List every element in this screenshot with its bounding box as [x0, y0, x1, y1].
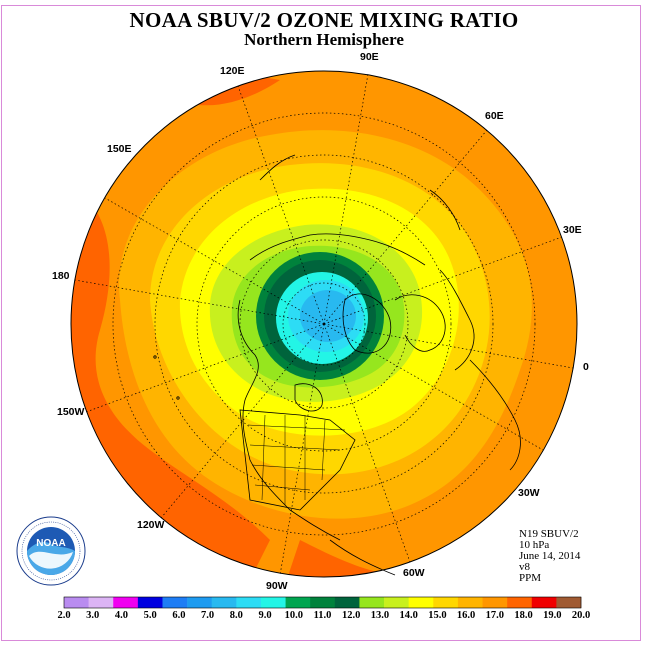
latitude-lines — [112, 112, 536, 536]
colorbar-tick-label: 7.0 — [201, 610, 214, 621]
colorbar-swatch — [162, 597, 188, 608]
colorbar-swatch — [457, 597, 483, 608]
contour-7 — [300, 290, 356, 342]
lon-120w-label: 120W — [137, 519, 165, 531]
lon-30e-label: 30E — [563, 224, 582, 236]
colorbar-tick-label: 16.0 — [457, 610, 475, 621]
colorbar: 2.0 3.0 4.0 5.0 6.0 7.0 8.0 9.0 10.0 11.0 12.0 13.0… — [57, 596, 590, 621]
info-block: N19 SBUV/2 10 hPa June 14, 2014 v8 PPM — [519, 529, 580, 584]
colorbar-tick-label: 18.0 — [514, 610, 532, 621]
logo-text: NOAA — [36, 538, 65, 549]
lon-0-label: 0 — [583, 361, 589, 373]
map-boundary — [70, 70, 578, 578]
longitude-labels: 90E 120E 60E 150E 30E 180 0 150W 30W 120… — [52, 51, 589, 592]
colorbar-border — [63, 596, 582, 609]
lon-90w-label: 90W — [266, 580, 288, 592]
colorbar-tick-label: 19.0 — [543, 610, 561, 621]
contour-18-south — [280, 540, 420, 577]
colorbar-tick-label: 13.0 — [371, 610, 389, 621]
version-label: v8 — [519, 561, 530, 573]
lon-180-label: 180 — [52, 270, 70, 282]
colorbar-tick-label: 11.0 — [314, 610, 332, 621]
colorbar-tick-label: 20.0 — [572, 610, 590, 621]
lon-30w-label: 30W — [518, 487, 540, 499]
colorbar-tick-label: 14.0 — [399, 610, 417, 621]
noaa-logo: NOAA — [16, 516, 86, 586]
colorbar-tick-label: 5.0 — [144, 610, 157, 621]
map-title: NOAA SBUV/2 OZONE MIXING RATIO — [129, 8, 519, 32]
colorbar-swatch — [556, 597, 582, 608]
colorbar-tick-label: 4.0 — [115, 610, 128, 621]
colorbar-swatch — [113, 597, 139, 608]
colorbar-swatch — [482, 597, 508, 608]
satellite-label: N19 SBUV/2 — [519, 528, 579, 540]
colorbar-swatch — [211, 597, 237, 608]
colorbar-swatch — [310, 597, 336, 608]
colorbar-swatch — [64, 597, 89, 608]
meridian-lines — [74, 73, 574, 576]
lon-90e-label: 90E — [360, 51, 379, 63]
colorbar-swatch — [384, 597, 409, 608]
lon-60w-label: 60W — [403, 567, 425, 579]
colorbar-swatch — [137, 597, 163, 608]
colorbar-swatch — [236, 597, 262, 608]
date-label: June 14, 2014 — [519, 550, 581, 562]
colorbar-tick-label: 8.0 — [230, 610, 243, 621]
colorbar-swatch — [408, 597, 434, 608]
lon-150w-label: 150W — [57, 406, 85, 418]
colorbar-tick-label: 9.0 — [258, 610, 271, 621]
colorbar-tick-label: 10.0 — [285, 610, 303, 621]
colorbar-swatch — [260, 597, 286, 608]
colorbar-swatch — [359, 597, 385, 608]
colorbar-swatch — [187, 597, 213, 608]
colorbar-swatch — [531, 597, 557, 608]
colorbar-tick-label: 15.0 — [428, 610, 446, 621]
colorbar-swatch — [88, 597, 114, 608]
units-label: PPM — [519, 572, 542, 584]
colorbar-swatch — [507, 597, 533, 608]
colorbar-tick-label: 17.0 — [486, 610, 504, 621]
figure-frame — [1, 5, 641, 641]
lon-150e-label: 150E — [107, 143, 132, 155]
colorbar-tick-label: 2.0 — [57, 610, 70, 621]
map-subtitle: Northern Hemisphere — [244, 30, 404, 49]
colorbar-swatch — [334, 597, 360, 608]
lon-60e-label: 60E — [485, 110, 504, 122]
us-state-lines — [247, 414, 346, 505]
colorbar-tick-label: 12.0 — [342, 610, 360, 621]
level-label: 10 hPa — [519, 539, 550, 551]
lon-120e-label: 120E — [220, 65, 245, 77]
colorbar-swatch — [433, 597, 459, 608]
colorbar-swatch — [285, 597, 311, 608]
colorbar-tick-label: 6.0 — [172, 610, 185, 621]
colorbar-tick-label: 3.0 — [86, 610, 99, 621]
